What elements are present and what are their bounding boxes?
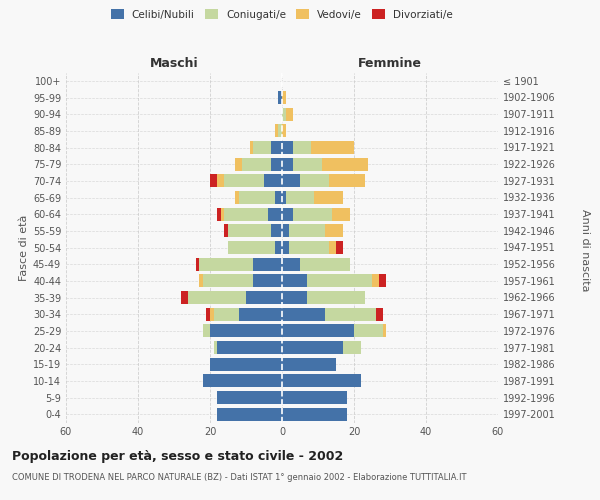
Bar <box>217 408 282 420</box>
Text: Femmine: Femmine <box>358 57 422 70</box>
Bar <box>224 208 268 220</box>
Bar <box>271 224 282 237</box>
Bar <box>282 258 300 270</box>
Bar <box>282 408 347 420</box>
Bar <box>307 274 372 287</box>
Bar <box>203 274 253 287</box>
Bar <box>250 141 253 154</box>
Bar <box>282 358 336 370</box>
Bar <box>199 258 253 270</box>
Bar <box>271 158 282 170</box>
Bar <box>383 324 386 338</box>
Bar <box>289 241 329 254</box>
Bar <box>282 224 289 237</box>
Bar <box>282 174 300 188</box>
Bar <box>282 374 361 388</box>
Bar <box>282 141 293 154</box>
Legend: Celibi/Nubili, Coniugati/e, Vedovi/e, Divorziati/e: Celibi/Nubili, Coniugati/e, Vedovi/e, Di… <box>107 5 457 24</box>
Bar <box>286 191 314 204</box>
Bar <box>203 374 282 388</box>
Bar <box>300 258 350 270</box>
Bar <box>246 291 282 304</box>
Bar <box>282 191 286 204</box>
Bar <box>329 241 336 254</box>
Bar <box>282 208 293 220</box>
Bar <box>206 308 210 320</box>
Bar <box>332 208 350 220</box>
Bar <box>372 274 379 287</box>
Bar <box>210 358 282 370</box>
Bar <box>196 258 199 270</box>
Bar <box>325 224 343 237</box>
Bar <box>322 158 368 170</box>
Bar <box>282 324 354 338</box>
Bar <box>242 158 271 170</box>
Bar <box>379 274 386 287</box>
Bar <box>282 291 307 304</box>
Bar <box>354 324 383 338</box>
Bar <box>181 291 188 304</box>
Bar <box>228 224 271 237</box>
Bar <box>325 308 376 320</box>
Bar <box>268 208 282 220</box>
Bar <box>235 158 242 170</box>
Bar <box>282 124 286 138</box>
Bar <box>253 141 271 154</box>
Bar <box>271 141 282 154</box>
Bar <box>282 391 347 404</box>
Bar <box>228 241 275 254</box>
Bar <box>293 141 311 154</box>
Bar <box>300 174 329 188</box>
Bar <box>307 291 365 304</box>
Bar <box>293 158 322 170</box>
Bar <box>282 91 286 104</box>
Text: COMUNE DI TRODENA NEL PARCO NATURALE (BZ) - Dati ISTAT 1° gennaio 2002 - Elabora: COMUNE DI TRODENA NEL PARCO NATURALE (BZ… <box>12 472 467 482</box>
Bar <box>217 391 282 404</box>
Bar <box>278 91 282 104</box>
Bar <box>293 208 332 220</box>
Bar <box>336 241 343 254</box>
Text: Anni di nascita: Anni di nascita <box>580 209 590 291</box>
Bar <box>282 341 343 354</box>
Bar <box>282 308 325 320</box>
Bar <box>217 174 224 188</box>
Bar <box>376 308 383 320</box>
Text: Maschi: Maschi <box>149 57 199 70</box>
Bar <box>217 341 282 354</box>
Text: Popolazione per età, sesso e stato civile - 2002: Popolazione per età, sesso e stato civil… <box>12 450 343 463</box>
Bar <box>210 174 217 188</box>
Bar <box>275 241 282 254</box>
Bar <box>282 241 289 254</box>
Bar <box>314 191 343 204</box>
Bar <box>311 141 354 154</box>
Bar <box>224 174 264 188</box>
Bar <box>278 124 282 138</box>
Bar <box>210 308 214 320</box>
Bar <box>235 191 239 204</box>
Bar <box>239 191 275 204</box>
Bar <box>282 274 307 287</box>
Bar <box>214 308 239 320</box>
Bar <box>210 324 282 338</box>
Bar <box>188 291 246 304</box>
Bar <box>214 341 217 354</box>
Bar <box>221 208 224 220</box>
Bar <box>199 274 203 287</box>
Bar <box>239 308 282 320</box>
Bar <box>203 324 210 338</box>
Bar <box>264 174 282 188</box>
Bar <box>224 224 228 237</box>
Bar <box>253 258 282 270</box>
Bar <box>286 108 293 120</box>
Bar <box>343 341 361 354</box>
Bar <box>289 224 325 237</box>
Y-axis label: Fasce di età: Fasce di età <box>19 214 29 280</box>
Bar <box>329 174 365 188</box>
Bar <box>282 108 286 120</box>
Bar <box>217 208 221 220</box>
Bar <box>275 191 282 204</box>
Bar <box>253 274 282 287</box>
Bar <box>275 124 278 138</box>
Bar <box>282 158 293 170</box>
